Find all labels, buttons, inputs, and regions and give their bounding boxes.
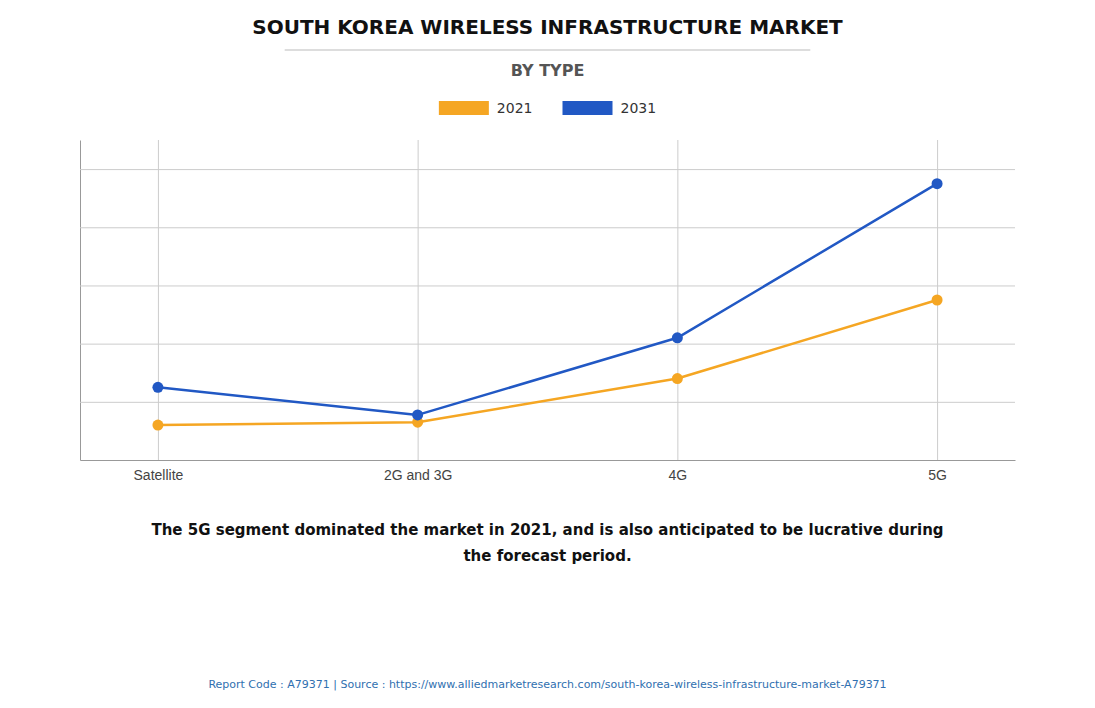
x-tick: 4G (669, 140, 688, 483)
y-grid-line (80, 460, 1015, 461)
y-tick (80, 460, 1015, 461)
x-tick: 5G (928, 140, 947, 483)
series-line (158, 300, 937, 425)
text-line: Report Code : A79371 | Source : https://… (208, 678, 886, 691)
y-grid-line (80, 285, 1015, 286)
y-grid-line (80, 344, 1015, 345)
series-point (932, 295, 943, 306)
y-tick (80, 285, 1015, 286)
series-point (152, 382, 163, 393)
legend-swatch (563, 101, 613, 115)
series-line (158, 184, 937, 415)
chart: SOUTH KOREA WIRELESS INFRASTRUCTURE MARK… (0, 0, 1095, 708)
x-axis: Satellite 2G and 3G 4G 5G (81, 140, 1016, 483)
x-axis-line (81, 460, 1016, 461)
y-axis (80, 141, 1015, 461)
y-grid-line (80, 169, 1015, 170)
x-tick-label: Satellite (134, 467, 184, 483)
x-tick-label: 2G and 3G (384, 467, 453, 483)
y-tick (80, 344, 1015, 345)
legend-label: 2031 (621, 100, 657, 116)
legend: 2021 2031 (439, 100, 656, 116)
legend-swatch (439, 101, 489, 115)
text-line: The 5G segment dominated the market in 2… (151, 521, 943, 539)
plot-area (152, 178, 942, 430)
y-tick (80, 402, 1015, 403)
series-point (152, 420, 163, 431)
series-point (412, 409, 423, 420)
y-grid-line (80, 227, 1015, 228)
x-tick-label: 5G (928, 467, 947, 483)
y-tick (80, 227, 1015, 228)
x-grid-line (158, 140, 159, 460)
text-line: the forecast period. (463, 547, 631, 565)
y-axis-line (80, 141, 81, 461)
series-point (672, 373, 683, 384)
annotation: The 5G segment dominated the market in 2… (151, 521, 943, 565)
x-tick: 2G and 3G (384, 140, 453, 483)
footer: Report Code : A79371 | Source : https://… (208, 678, 886, 691)
series-point (672, 332, 683, 343)
title: SOUTH KOREA WIRELESS INFRASTRUCTURE MARK… (252, 15, 843, 39)
legend-label: 2021 (497, 100, 533, 116)
y-tick (80, 169, 1015, 170)
x-tick-label: 4G (669, 467, 688, 483)
series-point (932, 178, 943, 189)
x-grid-line (677, 140, 678, 460)
x-tick: Satellite (134, 140, 184, 483)
title-rule (285, 50, 811, 51)
y-grid-line (80, 402, 1015, 403)
legend-item: 2021 (439, 100, 533, 116)
legend-item: 2031 (563, 100, 657, 116)
subtitle: BY TYPE (511, 61, 585, 80)
